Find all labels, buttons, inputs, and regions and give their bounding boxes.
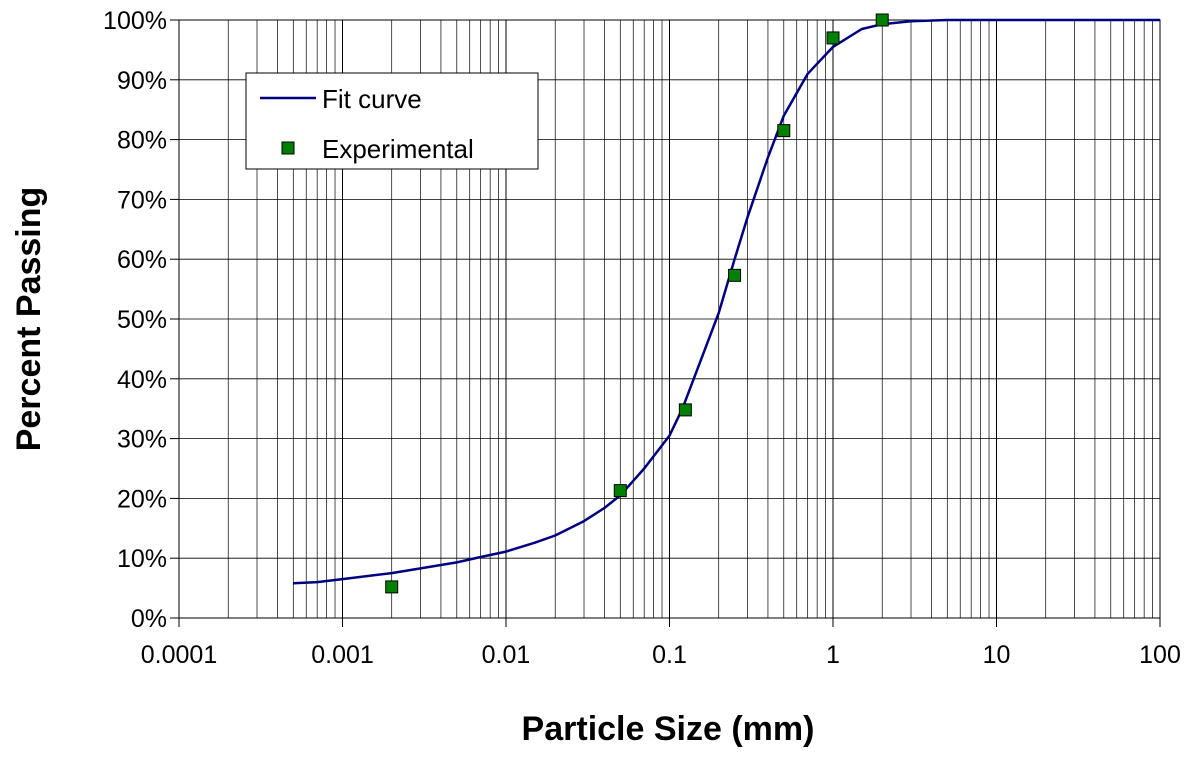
y-tick-label: 40%	[117, 366, 167, 394]
y-tick-labels: 0% 10% 20% 30% 40% 50% 60% 70% 80% 90% 100%	[103, 7, 167, 633]
y-tick-label: 80%	[117, 127, 167, 155]
legend-label-experimental: Experimental	[322, 134, 474, 164]
y-tick-label: 60%	[117, 246, 167, 274]
experimental-point	[875, 13, 889, 27]
y-tick-label: 90%	[117, 67, 167, 95]
y-tick-label: 10%	[117, 545, 167, 573]
x-tick-label: 0.001	[311, 641, 374, 669]
x-tick-label: 100	[1139, 641, 1181, 669]
legend-box	[245, 72, 539, 170]
x-tick-label: 0.0001	[141, 641, 217, 669]
y-axis-title: Percent Passing	[10, 187, 48, 452]
x-tick-label: 10	[983, 641, 1011, 669]
y-tick-label: 0%	[131, 605, 167, 633]
x-tick-label: 1	[826, 641, 840, 669]
experimental-point	[385, 580, 399, 594]
experimental-point	[613, 484, 627, 498]
legend: Fit curve Experimental	[245, 72, 539, 170]
y-tick-label: 50%	[117, 306, 167, 334]
x-tick-label: 0.01	[482, 641, 531, 669]
series-layer	[293, 13, 1160, 594]
x-tick-labels: 0.0001 0.001 0.01 0.1 1 10 100	[141, 641, 1181, 669]
legend-label-fit-curve: Fit curve	[322, 84, 422, 114]
y-tick-label: 100%	[103, 7, 167, 35]
experimental-point	[678, 403, 692, 417]
x-tick-label: 0.1	[652, 641, 687, 669]
experimental-point	[777, 124, 791, 138]
legend-swatch-experimental	[281, 141, 295, 155]
y-tick-label: 70%	[117, 186, 167, 214]
tick-marks	[170, 19, 1161, 627]
y-tick-label: 30%	[117, 426, 167, 454]
experimental-point	[826, 31, 840, 45]
experimental-point	[728, 268, 742, 282]
x-axis-title: Particle Size (mm)	[522, 710, 815, 748]
y-tick-label: 20%	[117, 485, 167, 513]
